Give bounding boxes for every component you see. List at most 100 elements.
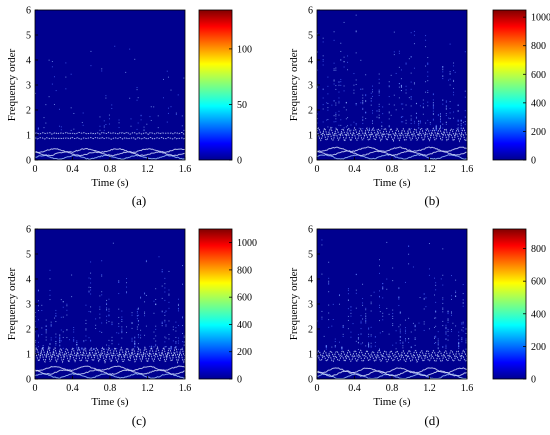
y-tick-label: 5 [308,31,313,42]
x-tick-label: 1.6 [461,164,474,175]
heatmap-background [35,229,185,379]
x-tick-label: 1.2 [423,383,436,394]
heatmap-background [317,10,467,160]
y-tick-label: 4 [308,56,313,67]
colorbar-tick-label: 800 [531,244,546,255]
y-tick-label: 5 [308,250,313,261]
colorbar-tick-label: 0 [237,375,242,386]
y-tick-label: 6 [308,6,313,17]
x-tick-label: 0 [33,164,38,175]
colorbar [198,228,233,380]
colorbar-tick-label: 0 [531,156,536,167]
x-tick-label: 0.4 [348,383,361,394]
y-tick-label: 6 [26,225,31,236]
y-tick-label: 4 [26,275,31,286]
x-tick-label: 0.4 [66,383,79,394]
low-order-curves [34,147,186,160]
colorbar-tick-label: 400 [531,98,546,109]
panel-2: 0 0.4 0.8 1.2 1.6 0 1 2 3 4 5 6 Time (s) Frequency or… [6,225,257,429]
y-tick-label: 1 [308,350,313,361]
colorbar [198,9,233,161]
y-tick-label: 0 [308,375,313,386]
harmonic-band [316,349,468,363]
y-tick-label: 5 [26,250,31,261]
panel-3: 0 0.4 0.8 1.2 1.6 0 1 2 3 4 5 6 Time (s) Frequency or… [288,225,546,429]
x-tick-label: 1.6 [179,164,192,175]
y-tick-label: 1 [26,131,31,142]
low-order-curves [316,367,468,380]
harmonic-band [34,345,186,364]
x-tick-label: 0.4 [66,164,79,175]
y-tick-label: 1 [26,350,31,361]
y-tick-label: 5 [26,31,31,42]
colorbar-tick-label: 800 [531,41,546,52]
colorbar-tick-label: 200 [237,347,252,358]
x-tick-label: 1.2 [141,164,154,175]
y-axis-label: Frequency order [288,267,300,340]
y-tick-label: 0 [26,156,31,167]
harmonic-band [34,131,186,140]
colorbar-tick-label: 50 [237,100,247,111]
heatmap-speckle [35,242,185,350]
x-tick-label: 1.2 [423,164,436,175]
x-tick-label: 0 [33,383,38,394]
y-tick-label: 0 [308,156,313,167]
y-tick-label: 2 [26,325,31,336]
colorbar-tick-label: 1000 [237,238,257,249]
y-tick-label: 3 [308,81,313,92]
panel-caption: (b) [424,193,439,208]
y-tick-label: 6 [308,225,313,236]
x-tick-label: 0 [315,383,320,394]
colorbar [492,228,527,380]
x-tick-label: 1.6 [179,383,192,394]
heatmap-speckle [317,14,466,131]
colorbar-tick-label: 200 [531,342,546,353]
x-tick-label: 0.4 [348,164,361,175]
y-tick-label: 4 [26,56,31,67]
y-axis-label: Frequency order [288,48,300,121]
y-tick-label: 2 [26,106,31,117]
low-order-curves [34,365,186,379]
x-tick-label: 0.8 [386,383,399,394]
y-tick-label: 2 [308,106,313,117]
y-tick-label: 3 [26,300,31,311]
low-order-curves [316,146,468,160]
colorbar-tick-label: 0 [531,375,536,386]
y-tick-label: 0 [26,375,31,386]
y-tick-label: 2 [308,325,313,336]
x-axis-label: Time (s) [373,396,411,408]
colorbar-tick-label: 400 [237,320,252,331]
colorbar-tick-label: 1000 [531,13,550,24]
panel-caption: (a) [132,193,146,208]
colorbar-tick-label: 800 [237,265,252,276]
y-tick-label: 1 [308,131,313,142]
panel-caption: (d) [424,413,439,428]
x-tick-label: 0.8 [386,164,399,175]
colorbar-tick-label: 400 [531,309,546,320]
colorbar-tick-label: 600 [531,277,546,288]
heatmap-background [35,10,185,160]
x-tick-label: 0.8 [104,164,117,175]
panel-caption: (c) [132,413,146,428]
y-tick-label: 4 [308,275,313,286]
colorbar-tick-label: 200 [531,127,546,138]
x-tick-label: 0.8 [104,383,117,394]
y-tick-label: 3 [26,81,31,92]
colorbar [492,9,527,161]
colorbar-tick-label: 0 [237,156,242,167]
colorbar-tick-label: 100 [237,44,252,55]
y-tick-label: 6 [26,6,31,17]
x-axis-label: Time (s) [91,396,129,408]
heatmap-speckle [35,45,185,131]
panel-0: 0 0.4 0.8 1.2 1.6 0 1 2 3 4 5 6 Time (s) Frequency or… [6,6,252,209]
x-axis-label: Time (s) [373,177,411,189]
panel-1: 0 0.4 0.8 1.2 1.6 0 1 2 3 4 5 6 Time (s) Frequency or… [288,6,550,209]
x-tick-label: 1.6 [461,383,474,394]
y-axis-label: Frequency order [6,48,18,121]
x-axis-label: Time (s) [91,177,129,189]
heatmap-background [317,229,467,379]
colorbar-tick-label: 600 [531,70,546,81]
heatmap-speckle [317,239,467,350]
x-tick-label: 1.2 [141,383,154,394]
